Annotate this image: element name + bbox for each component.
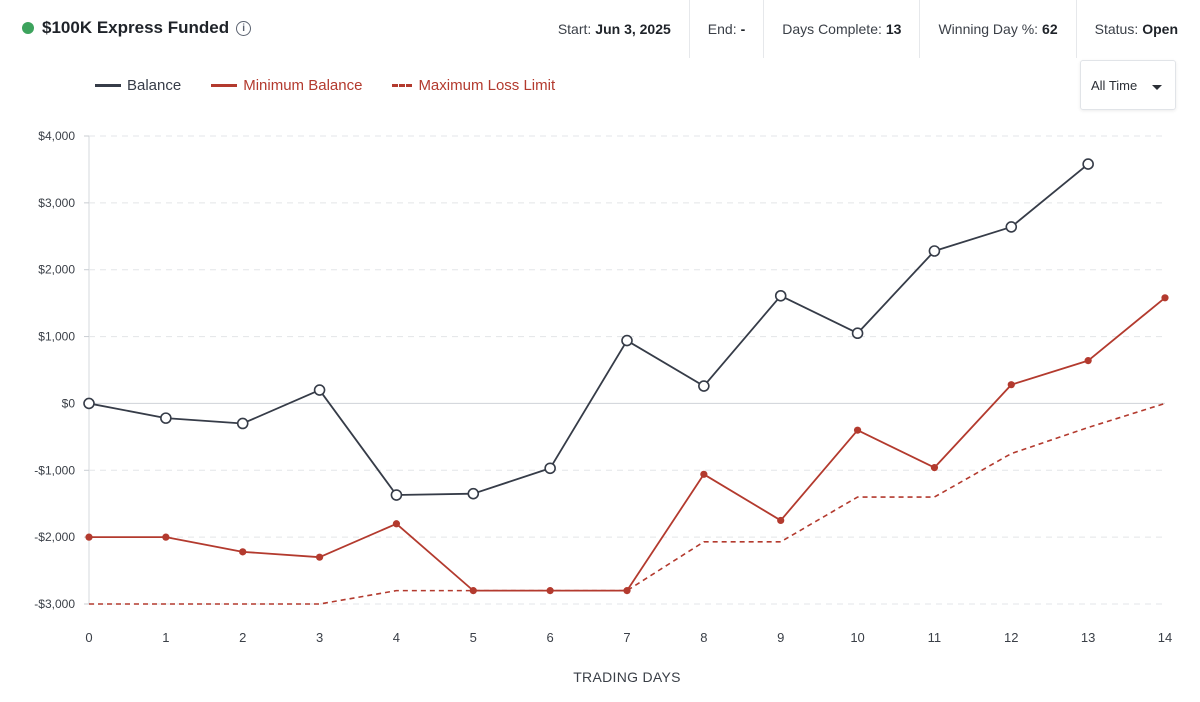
data-point-minimum-balance[interactable]: [85, 533, 93, 541]
y-tick-label: $3,000: [38, 196, 75, 210]
time-range-select[interactable]: All Time: [1080, 60, 1176, 110]
data-point-balance[interactable]: [1005, 221, 1018, 233]
account-header: $100K Express Funded i Start: Jun 3, 2025…: [0, 0, 1200, 58]
data-point-minimum-balance[interactable]: [239, 548, 247, 556]
legend-item-minimum-balance[interactable]: Minimum Balance: [211, 77, 362, 94]
stat-value: Jun 3, 2025: [595, 21, 671, 37]
time-range-value: All Time: [1091, 77, 1138, 93]
legend-label: Minimum Balance: [243, 77, 363, 94]
x-tick-label: 12: [1004, 630, 1018, 645]
x-tick-label: 6: [547, 630, 554, 645]
x-tick-label: 8: [700, 630, 707, 645]
legend-item-maximum-loss-limit[interactable]: Maximum Loss Limit: [392, 77, 555, 94]
x-tick-label: 2: [239, 630, 246, 645]
y-tick-label: $0: [62, 396, 76, 410]
x-tick-label: 5: [470, 630, 477, 645]
caret-down-icon: [1152, 85, 1162, 90]
data-point-minimum-balance[interactable]: [392, 520, 401, 528]
data-point-balance[interactable]: [313, 384, 326, 396]
x-tick-label: 1: [162, 630, 169, 645]
status-dot: [22, 22, 34, 34]
account-title-group: $100K Express Funded i: [22, 18, 252, 38]
stat-status: Status: Open: [1075, 0, 1200, 58]
legend-label: Maximum Loss Limit: [418, 77, 556, 94]
data-point-balance[interactable]: [851, 327, 864, 340]
data-point-minimum-balance[interactable]: [700, 470, 708, 478]
data-point-minimum-balance[interactable]: [930, 464, 939, 472]
x-axis-title: TRADING DAYS: [573, 669, 681, 685]
x-tick-label: 3: [316, 630, 323, 645]
account-stats: Start: Jun 3, 2025 End: - Days Complete: 13…: [540, 0, 1200, 58]
legend-swatch: [392, 84, 413, 87]
account-title: $100K Express Funded: [42, 18, 230, 37]
data-point-minimum-balance[interactable]: [546, 587, 554, 595]
stat-label: Status:: [1094, 21, 1139, 37]
data-point-balance[interactable]: [236, 417, 249, 430]
legend-swatch: [95, 84, 121, 87]
stat-value: 62: [1042, 21, 1058, 37]
legend-item-balance[interactable]: Balance: [95, 77, 181, 94]
data-point-balance[interactable]: [774, 289, 787, 302]
data-point-minimum-balance[interactable]: [1007, 381, 1015, 389]
data-point-balance[interactable]: [928, 245, 941, 257]
stat-end: End: -: [688, 0, 763, 58]
chart-legend: Balance Minimum Balance Maximum Loss Lim…: [95, 77, 585, 94]
y-tick-label: -$3,000: [34, 597, 75, 611]
x-tick-label: 11: [928, 630, 942, 645]
series-line-balance: [88, 163, 1089, 496]
stat-label: End:: [707, 21, 737, 37]
data-point-balance[interactable]: [621, 334, 633, 347]
info-icon[interactable]: i: [236, 20, 252, 36]
data-point-balance[interactable]: [160, 412, 172, 424]
data-point-balance[interactable]: [83, 397, 95, 410]
legend-label: Balance: [127, 77, 182, 94]
stat-value: Open: [1142, 21, 1178, 37]
y-tick-label: $4,000: [38, 129, 75, 143]
y-tick-label: -$2,000: [34, 530, 75, 544]
x-tick-label: 13: [1081, 630, 1095, 645]
x-tick-label: 0: [85, 630, 92, 645]
x-tick-label: 10: [850, 630, 864, 645]
data-point-minimum-balance[interactable]: [162, 533, 170, 541]
stat-value: -: [740, 21, 746, 37]
stat-label: Days Complete:: [782, 21, 882, 37]
data-point-minimum-balance[interactable]: [853, 426, 862, 434]
data-point-balance[interactable]: [467, 487, 480, 500]
stat-label: Winning Day %:: [938, 21, 1039, 37]
y-tick-label: $1,000: [38, 330, 75, 344]
data-point-minimum-balance[interactable]: [1084, 357, 1092, 365]
stat-label: Start:: [557, 21, 592, 37]
y-tick-label: $2,000: [38, 263, 75, 277]
x-tick-label: 4: [393, 630, 400, 645]
x-tick-label: 14: [1158, 630, 1172, 645]
legend-swatch: [211, 84, 238, 87]
stat-days-complete: Days Complete: 13: [763, 0, 919, 58]
series-line-maximum-loss-limit: [89, 402, 1166, 605]
data-point-balance[interactable]: [544, 462, 556, 475]
data-point-balance[interactable]: [390, 489, 403, 501]
stat-start: Start: Jun 3, 2025: [540, 0, 689, 58]
data-point-minimum-balance[interactable]: [777, 516, 785, 525]
data-point-minimum-balance[interactable]: [1161, 294, 1169, 302]
data-point-balance[interactable]: [1082, 158, 1094, 170]
data-point-minimum-balance[interactable]: [315, 553, 324, 561]
x-tick-label: 9: [777, 630, 784, 645]
data-point-minimum-balance[interactable]: [623, 587, 631, 595]
data-point-balance[interactable]: [698, 380, 710, 392]
stat-value: 13: [885, 21, 902, 37]
data-point-minimum-balance[interactable]: [469, 587, 477, 595]
x-tick-label: 7: [623, 630, 630, 645]
y-tick-label: -$1,000: [34, 463, 75, 477]
stat-winning-day: Winning Day %: 62: [919, 0, 1075, 58]
